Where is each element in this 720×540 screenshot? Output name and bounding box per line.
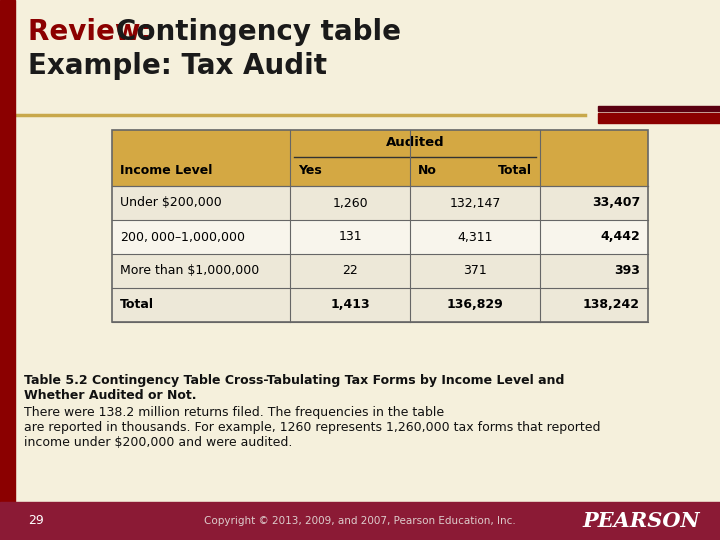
Text: 29: 29 <box>28 515 44 528</box>
Text: 371: 371 <box>463 265 487 278</box>
Text: 393: 393 <box>614 265 640 278</box>
Text: Contingency table: Contingency table <box>116 18 401 46</box>
Text: Under $200,000: Under $200,000 <box>120 197 222 210</box>
Text: 4,442: 4,442 <box>600 231 640 244</box>
Text: 1,260: 1,260 <box>332 197 368 210</box>
Text: 4,311: 4,311 <box>457 231 492 244</box>
Text: $200,000–$1,000,000: $200,000–$1,000,000 <box>120 230 246 244</box>
Text: Audited: Audited <box>386 137 444 150</box>
Text: 33,407: 33,407 <box>592 197 640 210</box>
Text: Review:: Review: <box>28 18 161 46</box>
Bar <box>112 186 648 220</box>
Bar <box>598 106 720 111</box>
Text: Income Level: Income Level <box>120 165 212 178</box>
Text: 131: 131 <box>338 231 362 244</box>
Bar <box>112 288 648 322</box>
Text: 132,147: 132,147 <box>449 197 500 210</box>
Bar <box>112 156 648 186</box>
Text: Table 5.2 Contingency Table Cross-Tabulating Tax Forms by Income Level and
Wheth: Table 5.2 Contingency Table Cross-Tabula… <box>24 374 564 402</box>
Text: Copyright © 2013, 2009, and 2007, Pearson Education, Inc.: Copyright © 2013, 2009, and 2007, Pearso… <box>204 516 516 526</box>
Bar <box>112 130 648 156</box>
Bar <box>598 113 720 123</box>
Bar <box>112 220 648 254</box>
Text: 1,413: 1,413 <box>330 299 370 312</box>
Bar <box>112 254 648 288</box>
Text: More than $1,000,000: More than $1,000,000 <box>120 265 259 278</box>
Bar <box>0 502 720 540</box>
Text: 138,242: 138,242 <box>583 299 640 312</box>
Text: Total: Total <box>120 299 154 312</box>
Text: Total: Total <box>498 165 532 178</box>
Text: 136,829: 136,829 <box>446 299 503 312</box>
Text: PEARSON: PEARSON <box>582 511 700 531</box>
Bar <box>0 0 15 540</box>
Text: No: No <box>418 165 437 178</box>
Text: 22: 22 <box>342 265 358 278</box>
Text: Example: Tax Audit: Example: Tax Audit <box>28 52 327 80</box>
Text: There were 138.2 million returns filed. The frequencies in the table
are reporte: There were 138.2 million returns filed. … <box>24 406 600 449</box>
Text: Yes: Yes <box>298 165 322 178</box>
Bar <box>112 130 648 322</box>
